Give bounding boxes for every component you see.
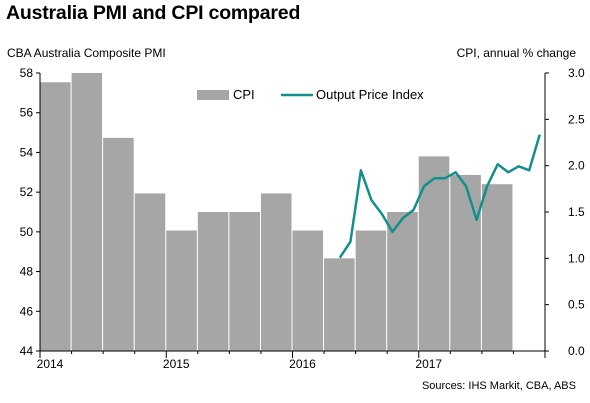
cpi-bar [166, 230, 197, 351]
cpi-bar [229, 212, 260, 351]
y-right-tick-label: 3.0 [568, 66, 585, 80]
y-right-tick-label: 2.5 [568, 112, 585, 126]
cpi-bar [197, 212, 229, 351]
x-tick-label: 2016 [289, 357, 316, 371]
cpi-bar [324, 258, 355, 351]
legend-cpi-swatch [197, 90, 229, 100]
y-right-tick-label: 1.0 [568, 251, 585, 265]
cpi-bar [103, 137, 134, 351]
chart-title: Australia PMI and CPI compared [6, 2, 301, 24]
cpi-bar [387, 212, 418, 351]
output-price-line [338, 134, 541, 259]
y-left-tick-label: 46 [20, 304, 34, 318]
y-left-tick-label: 44 [20, 344, 34, 358]
y-left-tick-label: 52 [20, 185, 34, 199]
cpi-bar [134, 193, 166, 351]
y-right-tick-label: 0.0 [568, 344, 585, 358]
y-left-tick-label: 58 [20, 66, 34, 80]
cpi-bar [481, 184, 513, 351]
y-right-tick-label: 0.5 [568, 298, 585, 312]
cpi-bar [355, 230, 387, 351]
legend-output-price-label: Output Price Index [316, 87, 424, 102]
chart-axes: 44 46 48 50 52 54 56 58 0.0 0.5 1.0 1.5 2.0 2.5 3.0 201… [20, 66, 585, 371]
cpi-bar [40, 82, 71, 352]
y-left-tick-label: 56 [20, 106, 34, 120]
source-note: Sources: IHS Markit, CBA, ABS [421, 380, 576, 392]
y-right-tick-label: 1.5 [568, 205, 585, 219]
y-left-tick-label: 48 [20, 265, 34, 279]
cpi-bar [260, 193, 292, 351]
legend-cpi-label: CPI [233, 87, 255, 102]
cpi-bar [450, 174, 481, 351]
x-tick-label: 2017 [415, 357, 442, 371]
x-tick-label: 2015 [163, 357, 190, 371]
y-axis-right-label: CPI, annual % change [456, 46, 576, 60]
y-left-tick-label: 54 [20, 145, 34, 159]
x-tick-label: 2014 [37, 357, 64, 371]
y-left-tick-label: 50 [20, 225, 34, 239]
chart-legend: CPI Output Price Index [197, 87, 424, 102]
cpi-bar [292, 230, 324, 351]
output-price-index-line [338, 134, 541, 259]
cpi-bar [71, 73, 103, 351]
y-axis-left-label: CBA Australia Composite PMI [7, 46, 166, 60]
y-right-tick-label: 2.0 [568, 159, 585, 173]
cpi-bars [40, 73, 513, 352]
